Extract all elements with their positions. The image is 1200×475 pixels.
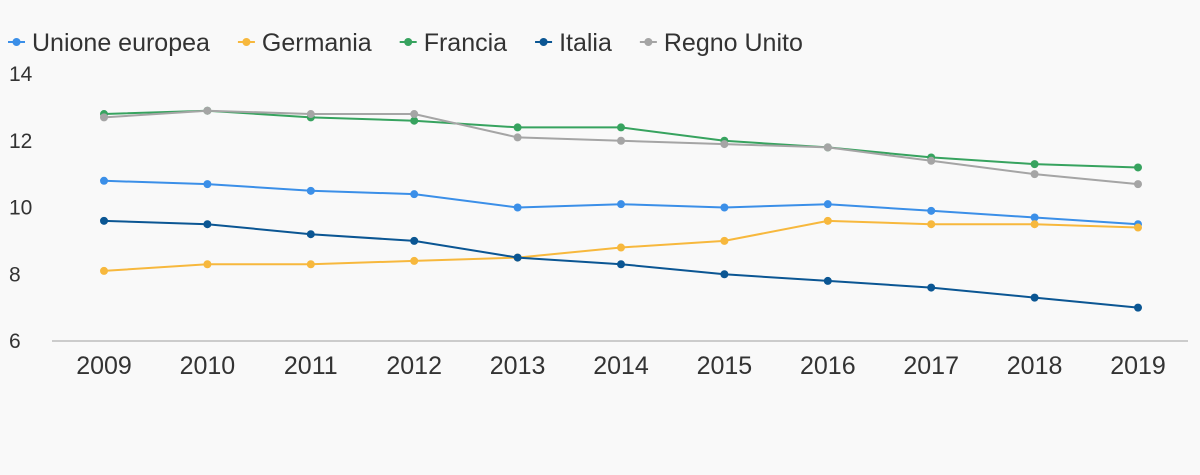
data-point <box>513 253 522 262</box>
data-point <box>1134 223 1142 232</box>
series-3 <box>100 216 1142 312</box>
series-1 <box>100 216 1142 275</box>
data-point <box>823 276 832 285</box>
y-tick-label: 6 <box>9 330 21 353</box>
data-point <box>617 123 625 132</box>
y-tick-label: 10 <box>9 197 32 220</box>
x-tick-label: 2010 <box>180 352 236 380</box>
data-point <box>100 266 108 275</box>
legend-label: Germania <box>262 29 372 57</box>
x-tick-label: 2009 <box>76 352 132 380</box>
data-point <box>100 216 108 225</box>
data-point <box>513 203 522 212</box>
x-tick-label: 2018 <box>1007 352 1063 380</box>
x-tick-label: 2011 <box>284 352 338 380</box>
data-point <box>203 180 212 189</box>
data-point <box>1030 220 1039 229</box>
data-point <box>720 140 729 149</box>
data-point <box>927 206 936 215</box>
data-point <box>720 236 729 245</box>
data-point <box>410 236 419 245</box>
data-point <box>927 283 936 292</box>
data-point <box>1030 160 1039 169</box>
data-point <box>306 110 315 119</box>
legend-dot-marker <box>539 38 548 46</box>
x-tick-label: 2017 <box>903 352 959 380</box>
legend-item: Regno Unito <box>639 29 803 57</box>
legend-item: Francia <box>399 29 507 57</box>
data-point <box>513 133 522 142</box>
data-point <box>1030 293 1039 302</box>
data-point <box>617 243 625 252</box>
data-point <box>306 186 315 195</box>
data-point <box>927 156 936 165</box>
data-point <box>720 270 729 279</box>
data-point <box>823 200 832 209</box>
x-axis: 2009 2010 2011 2012 2013 2014 2015 2016 2017 2018… <box>76 352 1166 380</box>
data-point <box>617 200 625 209</box>
legend-item: Unione europea <box>8 29 210 57</box>
legend-label: Unione europea <box>32 29 210 57</box>
legend-item: Germania <box>237 29 372 57</box>
data-point <box>823 143 832 152</box>
data-point <box>1134 303 1142 312</box>
x-tick-label: 2014 <box>593 352 649 380</box>
x-tick-label: 2015 <box>697 352 753 380</box>
legend-label: Regno Unito <box>664 29 803 57</box>
data-point <box>513 123 522 132</box>
legend-label: Francia <box>424 29 507 57</box>
data-point <box>410 256 419 265</box>
legend-dot-marker <box>644 38 653 46</box>
data-point <box>1134 180 1142 189</box>
data-point <box>306 260 315 269</box>
y-tick-label: 14 <box>9 63 33 86</box>
data-point <box>100 113 108 122</box>
legend-dot-marker <box>12 38 21 46</box>
data-point <box>1030 170 1039 179</box>
data-point <box>100 176 108 185</box>
series-4 <box>100 106 1142 189</box>
x-tick-label: 2012 <box>386 352 442 380</box>
series-0 <box>100 176 1142 229</box>
x-tick-label: 2013 <box>490 352 546 380</box>
x-tick-label: 2016 <box>800 352 856 380</box>
data-point <box>203 260 212 269</box>
legend: Unione europea Germania Francia Italia Regno… <box>8 29 803 57</box>
data-point <box>1134 163 1142 172</box>
legend-dot-marker <box>404 38 413 46</box>
x-tick-label: 2019 <box>1110 352 1166 380</box>
series-line <box>103 109 1139 186</box>
data-point <box>410 116 419 125</box>
y-axis: 6 8 10 12 14 <box>9 63 33 353</box>
y-tick-label: 12 <box>9 130 32 153</box>
y-tick-label: 8 <box>9 263 21 286</box>
data-point <box>617 260 625 269</box>
data-point <box>410 110 419 119</box>
data-point <box>823 216 832 225</box>
data-point <box>410 190 419 199</box>
data-point <box>306 230 315 239</box>
data-point <box>203 106 212 115</box>
legend-dot-marker <box>242 38 251 46</box>
data-point <box>617 136 625 145</box>
legend-label: Italia <box>559 29 612 57</box>
legend-item: Italia <box>535 29 612 57</box>
data-point <box>203 220 212 229</box>
data-point <box>1030 213 1039 222</box>
data-point <box>927 220 936 229</box>
series-group <box>100 106 1142 312</box>
data-point <box>720 203 729 212</box>
